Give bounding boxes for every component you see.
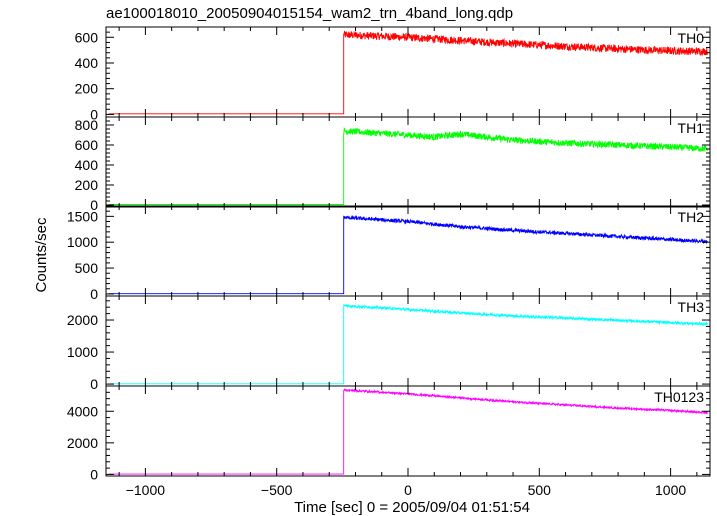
panel-th3: 0 1000 2000 TH3 [67, 295, 711, 392]
panel-frame [105, 116, 711, 208]
y-tick-label: 400 [75, 157, 99, 173]
panel-frame [105, 385, 711, 477]
x-tick-label: 0 [404, 482, 412, 498]
series-line-th2 [108, 215, 708, 295]
y-tick-label: 2000 [67, 312, 98, 328]
y-axis-label: Counts/sec [33, 217, 50, 293]
y-tick-label: 800 [75, 117, 99, 133]
panel-th0123: 0 2000 4000 TH0123 [67, 385, 711, 482]
y-tick-label: 1500 [67, 208, 98, 224]
y-tick-label: 0 [90, 466, 98, 482]
series-line-th0 [108, 30, 708, 115]
y-tick-label: 0 [90, 197, 98, 213]
y-tick-label: 0 [90, 376, 98, 392]
panel-label-th2: TH2 [678, 209, 705, 225]
x-axis-label: Time [sec] 0 = 2005/09/04 01:51:54 [294, 499, 530, 516]
y-tick-label: 600 [75, 29, 99, 45]
y-tick-label: 400 [75, 55, 99, 71]
series-line-th1 [108, 127, 708, 205]
panel-th2: 0 500 1000 1500 TH2 [67, 205, 711, 302]
panel-frame [105, 26, 711, 118]
x-tick-label: 1000 [655, 482, 686, 498]
panel-label-th3: TH3 [678, 299, 705, 315]
y-tick-label: 500 [75, 260, 99, 276]
panel-th1: 0 200 400 600 800 TH1 [75, 116, 711, 213]
y-tick-label: 4000 [67, 403, 98, 419]
y-tick-label: 1000 [67, 344, 98, 360]
chart-title: ae100018010_20050904015154_wam2_trn_4ban… [106, 5, 513, 22]
x-axis: −1000 −500 0 500 1000 [126, 482, 687, 498]
x-tick-label: −1000 [126, 482, 166, 498]
x-tick-label: −500 [261, 482, 293, 498]
y-tick-label: 2000 [67, 435, 98, 451]
panel-label-th1: TH1 [678, 120, 705, 136]
panel-th0: 0 200 400 600 TH0 [75, 26, 711, 122]
y-tick-label: 200 [75, 81, 99, 97]
panel-label-th0: TH0 [678, 30, 705, 46]
y-tick-label: 600 [75, 137, 99, 153]
x-tick-label: 500 [528, 482, 552, 498]
y-tick-label: 0 [90, 286, 98, 302]
y-tick-label: 200 [75, 177, 99, 193]
panels-group: 0 200 400 600 TH0 0 200 400 600 800 TH1 0 500 1000 150… [67, 26, 711, 482]
panel-label-th0123: TH0123 [654, 389, 704, 405]
y-tick-label: 1000 [67, 234, 98, 250]
series-line-th3 [108, 303, 708, 385]
panel-frame [105, 205, 711, 297]
y-tick-label: 0 [90, 106, 98, 122]
series-line-th0123 [108, 387, 708, 475]
